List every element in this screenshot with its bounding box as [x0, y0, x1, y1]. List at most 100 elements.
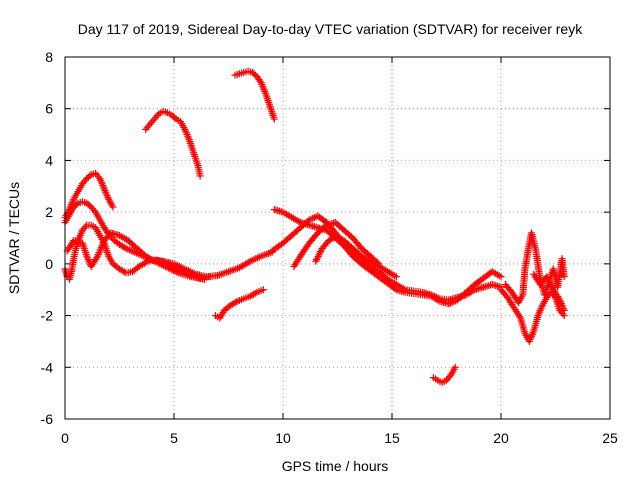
data-points	[61, 67, 568, 387]
data-point-trace	[516, 312, 524, 320]
data-point-trace	[315, 251, 323, 259]
data-point-trace	[96, 247, 104, 255]
data-point-trace	[182, 127, 190, 135]
data-point-trace	[94, 250, 102, 258]
data-point-trace	[165, 264, 173, 272]
data-point-trace	[313, 256, 321, 264]
data-point-trace	[557, 298, 565, 306]
data-point	[497, 273, 505, 281]
data-point-trace	[544, 274, 552, 282]
data-point-trace	[185, 134, 193, 142]
x-tick-label: 10	[275, 430, 291, 446]
data-point-trace	[97, 178, 105, 186]
data-point-trace	[261, 87, 269, 95]
data-point-trace	[166, 265, 174, 273]
data-point	[525, 337, 533, 345]
y-tick-label: 6	[45, 101, 53, 117]
grid	[65, 57, 610, 419]
data-point-trace	[259, 82, 267, 90]
data-point-trace	[173, 268, 181, 276]
data-point	[100, 185, 108, 193]
data-point	[96, 175, 104, 183]
data-point-trace	[260, 86, 268, 94]
data-point-trace	[102, 188, 110, 196]
data-point-trace	[103, 192, 111, 200]
data-point-trace	[445, 373, 453, 381]
data-point-trace	[536, 306, 544, 314]
data-point-trace	[171, 114, 179, 122]
data-point-trace	[538, 303, 546, 311]
data-point-trace	[544, 276, 552, 284]
data-point	[109, 203, 117, 211]
x-tick-label: 15	[384, 430, 400, 446]
data-point-trace	[77, 230, 85, 238]
data-point-trace	[559, 310, 567, 318]
data-point-trace	[316, 249, 324, 257]
data-point-trace	[528, 331, 536, 339]
data-point-trace	[104, 193, 112, 201]
data-point-trace	[259, 84, 267, 92]
data-point-trace	[537, 305, 545, 313]
data-point	[201, 275, 209, 283]
y-tick-label: 0	[45, 256, 53, 272]
data-point-trace	[84, 256, 92, 264]
data-point	[312, 257, 320, 265]
data-point-trace	[99, 240, 107, 248]
data-point-trace	[317, 248, 325, 256]
data-point	[196, 172, 204, 180]
data-point	[181, 125, 189, 133]
data-point-trace	[69, 197, 77, 205]
data-point-trace	[90, 206, 98, 214]
data-point-trace	[73, 200, 81, 208]
data-point-trace	[529, 329, 537, 337]
x-tick-label: 5	[170, 430, 178, 446]
y-tick-label: -6	[41, 411, 54, 427]
data-point-trace	[528, 332, 536, 340]
data-point-trace	[84, 254, 92, 262]
data-point	[451, 363, 459, 371]
data-point-trace	[391, 285, 399, 293]
data-point	[161, 262, 169, 270]
data-point-trace	[153, 112, 161, 120]
y-tick-label: 8	[45, 49, 53, 65]
data-point-trace	[98, 242, 106, 250]
data-point-trace	[536, 308, 544, 316]
data-point-trace	[100, 183, 108, 191]
data-point-trace	[102, 190, 110, 198]
data-point	[560, 306, 568, 314]
data-point-trace	[95, 249, 103, 257]
data-point-trace	[98, 180, 106, 188]
data-point-trace	[183, 131, 191, 139]
data-point-trace	[535, 310, 543, 318]
data-point-trace	[81, 223, 89, 231]
data-point-trace	[558, 301, 566, 309]
data-point-trace	[546, 279, 554, 287]
x-tick-label: 20	[493, 430, 509, 446]
axis-ticks: 0 5 10 15 20 25 -6 -4 -2 0 2 4 6 8	[41, 49, 618, 446]
data-point	[205, 273, 213, 281]
data-point-trace	[314, 252, 322, 260]
y-axis-label: SDTVAR / TECUs	[6, 182, 22, 294]
data-point-trace	[559, 305, 567, 313]
data-point-trace	[97, 243, 105, 251]
data-point-trace	[171, 267, 179, 275]
y-tick-label: 4	[45, 152, 53, 168]
data-point-trace	[559, 303, 567, 311]
data-point-trace	[545, 278, 553, 286]
data-point-trace	[548, 282, 556, 290]
data-point	[556, 296, 564, 304]
data-point-trace	[97, 176, 105, 184]
data-point	[560, 273, 568, 281]
data-point-trace	[86, 172, 94, 180]
chart-title: Day 117 of 2019, Sidereal Day-to-day VTE…	[78, 21, 583, 37]
y-tick-label: -4	[41, 359, 54, 375]
data-point-trace	[527, 334, 535, 342]
data-point	[392, 273, 400, 281]
data-point-trace	[163, 263, 171, 271]
data-point-trace	[547, 281, 555, 289]
data-point-trace	[99, 181, 107, 189]
data-point	[257, 79, 265, 87]
data-point	[94, 252, 102, 260]
data-point-trace	[526, 336, 534, 344]
